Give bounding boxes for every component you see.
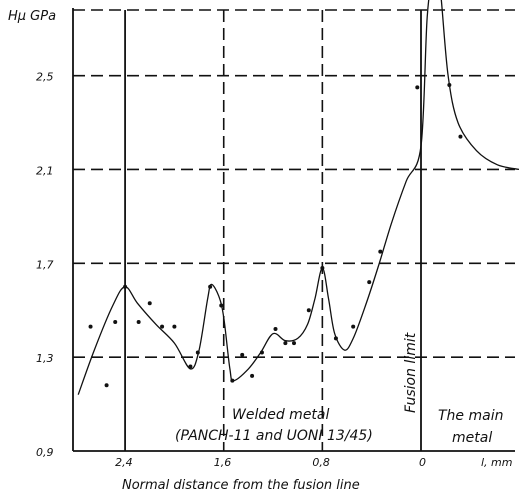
x-unit-label: l, mm <box>481 456 512 469</box>
data-point-12 <box>230 378 235 383</box>
y-axis-label: Hμ GPa <box>8 9 56 24</box>
data-point-11 <box>219 303 224 308</box>
axes-layer <box>72 8 515 452</box>
annotation-welded-metal: Welded metal <box>232 407 330 423</box>
annotation-fusion-limit: Fusion limit <box>403 332 419 413</box>
y-tick-label-0: 0,9 <box>36 446 54 459</box>
data-point-0 <box>88 324 93 329</box>
x-tick-label-3: 0 <box>419 456 426 469</box>
y-tick-label-3: 2,1 <box>36 164 54 177</box>
data-point-22 <box>351 324 356 329</box>
data-point-21 <box>333 336 338 341</box>
data-point-20 <box>320 266 325 271</box>
x-tick-label-0: 2,4 <box>115 456 133 469</box>
ticks-layer: 0,9 1,3 1,7 2,1 2,5 2,4 1,6 0,8 0 <box>36 71 426 469</box>
data-point-9 <box>195 350 200 355</box>
data-point-5 <box>147 301 152 306</box>
data-point-19 <box>306 308 311 313</box>
data-point-27 <box>447 83 452 88</box>
data-point-7 <box>172 324 177 329</box>
grid-layer <box>73 9 515 451</box>
hardness-curve <box>77 0 519 395</box>
data-point-15 <box>259 350 264 355</box>
data-point-13 <box>240 352 245 357</box>
data-point-23 <box>367 280 372 285</box>
data-point-4 <box>136 319 141 324</box>
data-point-18 <box>292 341 297 346</box>
data-point-3 <box>123 284 128 289</box>
annotation-welded-electrodes: (PANCH-11 and UONI 13/45) <box>175 428 373 444</box>
x-tick-label-1: 1,6 <box>214 456 232 469</box>
data-point-14 <box>250 373 255 378</box>
data-point-24 <box>378 249 383 254</box>
data-point-28 <box>458 134 463 139</box>
data-point-25 <box>415 85 420 90</box>
y-tick-label-2: 1,7 <box>36 258 54 271</box>
annotation-main-metal-1: The main <box>438 408 503 424</box>
annotation-main-metal-2: metal <box>452 430 492 446</box>
data-point-17 <box>283 341 288 346</box>
x-axis-label: Normal distance from the fusion line <box>122 478 360 493</box>
curve-layer <box>77 0 519 395</box>
data-point-6 <box>160 324 165 329</box>
data-point-8 <box>188 364 193 369</box>
data-point-2 <box>113 319 118 324</box>
data-point-16 <box>273 327 278 332</box>
y-tick-label-1: 1,3 <box>36 352 54 365</box>
y-tick-label-4: 2,5 <box>36 71 54 84</box>
points-layer <box>88 83 463 388</box>
data-point-10 <box>208 284 213 289</box>
data-point-1 <box>104 383 109 388</box>
x-tick-label-2: 0,8 <box>312 456 330 469</box>
